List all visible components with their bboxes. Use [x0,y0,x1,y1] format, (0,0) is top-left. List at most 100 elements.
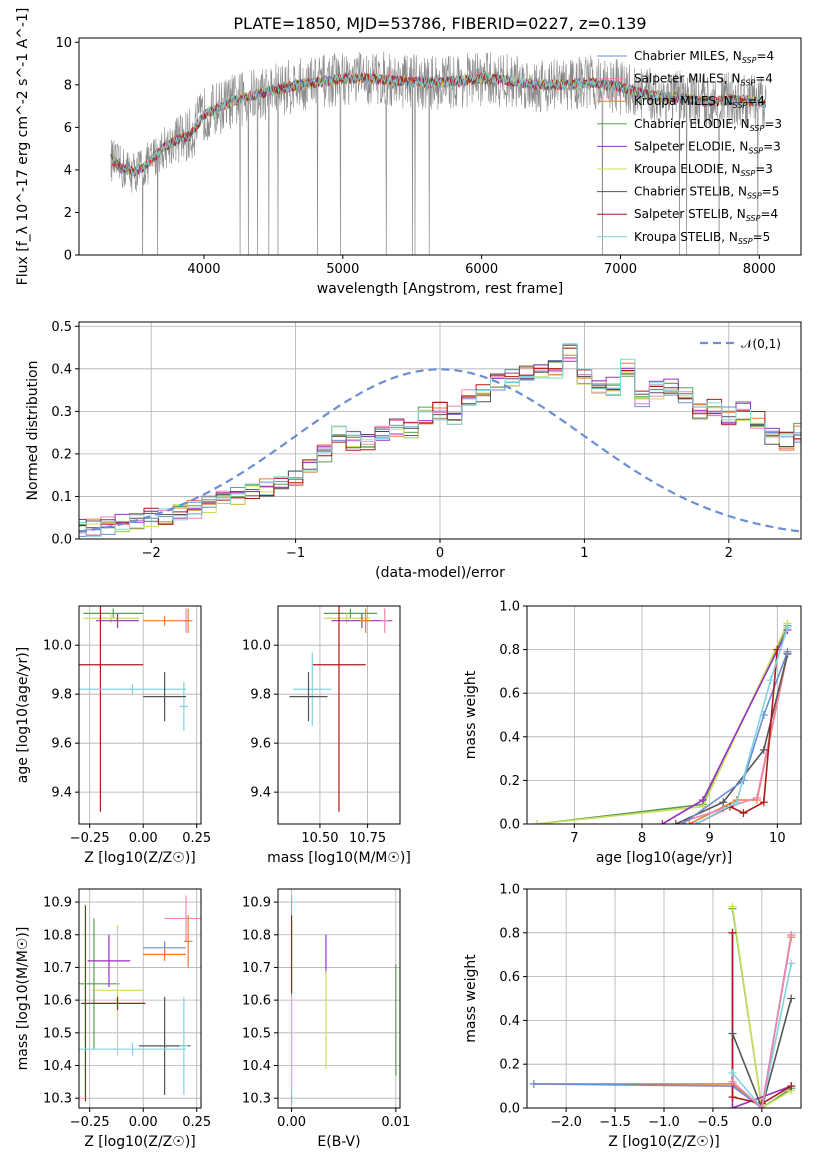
series-marker [728,1029,737,1038]
errorbar-point [96,613,139,629]
y-tick-label: 10.3 [43,1092,72,1107]
y-tick-label: 1.0 [499,600,520,615]
normal-reference-curve [79,368,801,533]
x-tick-label: 9 [706,831,714,846]
plot-area [529,902,796,1108]
x-tick-label: 0 [436,546,444,561]
series-marker [728,1068,737,1077]
chart-spectrum: 4000 5000 6000 7000 8000 0 2 4 6 8 10 wavelength [A… [15,8,802,297]
x-axis-label: (data-model)/error [375,565,505,581]
y-tick-label: 10.0 [242,639,271,654]
series-marker [732,798,741,807]
legend-label: Salpeter MILES, NSSP=4 [634,72,773,88]
y-tick-label: 0.6 [499,970,520,985]
y-tick-label: 9.6 [51,737,72,752]
series-marker [658,820,667,824]
plot-area [290,895,397,1105]
y-tick-label: 10.9 [43,896,72,911]
axes-frame: 10.50 10.75 9.4 9.6 9.8 10.0 mass [log10(M/M☉)… [242,605,411,866]
y-tick-label: 10.0 [43,639,72,654]
axes-frame: 4000 5000 6000 7000 8000 0 2 4 6 8 10 wavelength [A… [15,8,802,297]
x-axis-label: wavelength [Angstrom, rest frame] [317,281,563,297]
x-tick-label: 0.25 [182,831,211,846]
x-tick-label: 0.01 [381,1115,410,1130]
errorbar-point [312,606,366,812]
axes-border [277,888,401,1109]
series-marker [783,623,792,632]
series-marker [787,930,796,939]
errorbar-point [91,924,144,1056]
errorbar-point [380,608,389,633]
errorbar-point [87,934,131,988]
y-tick-label: 0.0 [51,533,72,548]
errorbar-point [179,996,189,1095]
y-tick-label: 0.2 [499,774,520,789]
axes-border [78,37,802,256]
errorbar-point [81,905,90,1102]
observed-spectrum-line [110,51,767,255]
axes-frame: 0.00 0.01 10.3 10.4 10.5 10.6 10.7 10.8 10.9 E(B-… [242,888,410,1150]
legend: 𝒩(0,1) [700,337,781,351]
errorbar-point [183,915,193,968]
y-tick-label: 0.8 [499,926,520,941]
legend-label: 𝒩(0,1) [741,337,781,351]
series-marker [529,1079,538,1088]
x-tick-label: 5000 [326,262,359,277]
y-tick-label: 4 [64,163,72,178]
errorbar-point [323,608,378,619]
series-marker [728,1104,737,1108]
series-marker [783,647,792,656]
chart-age-vs-Z: −0.25 0.00 0.25 9.4 9.6 9.8 10.0 Z [log10(Z/Z☉)… [15,605,211,866]
y-axis-label: mass weight [463,670,479,759]
legend-label: Kroupa MILES, NSSP=4 [634,94,765,110]
y-tick-label: 9.8 [250,688,271,703]
x-axis-label: mass [log10(M/M☉)] [267,850,411,866]
chart-mass-vs-Z: −0.25 0.00 0.25 10.3 10.4 10.5 10.6 10.7 10.8 10.… [15,888,211,1150]
axes-frame: 7 8 9 10 0.0 0.2 0.4 0.6 0.8 1.0 age [log10(age/yr… [463,600,802,866]
x-axis-label: E(B-V) [317,1134,360,1150]
legend-label: Chabrier MILES, NSSP=4 [634,49,774,65]
series-marker [719,798,728,807]
series-line [533,934,792,1108]
y-tick-label: 0.6 [499,687,520,702]
y-tick-label: 8 [64,78,72,93]
errorbar-point [79,918,120,1050]
y-tick-label: 10.7 [43,961,72,976]
x-axis-label: age [log10(age/yr)] [596,850,732,866]
y-tick-label: 10 [55,36,72,51]
plot-area [79,606,193,812]
x-tick-label: 7 [570,831,578,846]
x-tick-label: 8 [638,831,646,846]
x-tick-label: −0.25 [70,831,110,846]
x-tick-label: −1.5 [599,1115,631,1130]
y-tick-label: 0.1 [51,490,72,505]
axes-border [277,605,401,825]
series-marker [692,820,701,824]
figure-title: PLATE=1850, MJD=53786, FIBERID=0227, z=0… [233,14,646,33]
y-tick-label: 0.2 [51,447,72,462]
y-tick-label: 0.4 [499,730,520,745]
series-marker [787,1082,796,1091]
plot-area [79,343,801,537]
chart-age-vs-mass: 10.50 10.75 9.4 9.6 9.8 10.0 mass [log10(M/M☉)… [242,605,411,866]
axes-border [526,605,802,825]
histogram-series [79,347,801,529]
y-tick-label: 0.2 [499,1058,520,1073]
legend: Chabrier MILES, NSSP=4 Salpeter MILES, NS… [597,49,782,246]
y-tick-label: 0.3 [51,405,72,420]
errorbar-point [83,608,144,619]
y-tick-label: 10.5 [242,1026,271,1041]
legend-label: Salpeter STELIB, NSSP=4 [634,207,778,223]
errorbar-point [293,652,332,727]
axes-frame: −0.25 0.00 0.25 10.3 10.4 10.5 10.6 10.7 10.8 10.… [15,888,211,1150]
x-tick-label: −0.5 [697,1115,729,1130]
legend-label: Chabrier STELIB, NSSP=5 [634,185,779,201]
x-tick-label: −2 [142,546,161,561]
y-tick-label: 0.0 [499,1102,520,1117]
y-tick-label: 9.4 [250,786,271,801]
x-tick-label: 10.75 [349,831,386,846]
x-tick-label: 0.00 [129,831,158,846]
y-axis-label: age [log10(age/yr)] [15,647,31,783]
errorbar-point [289,672,328,722]
series-line [731,934,792,1108]
